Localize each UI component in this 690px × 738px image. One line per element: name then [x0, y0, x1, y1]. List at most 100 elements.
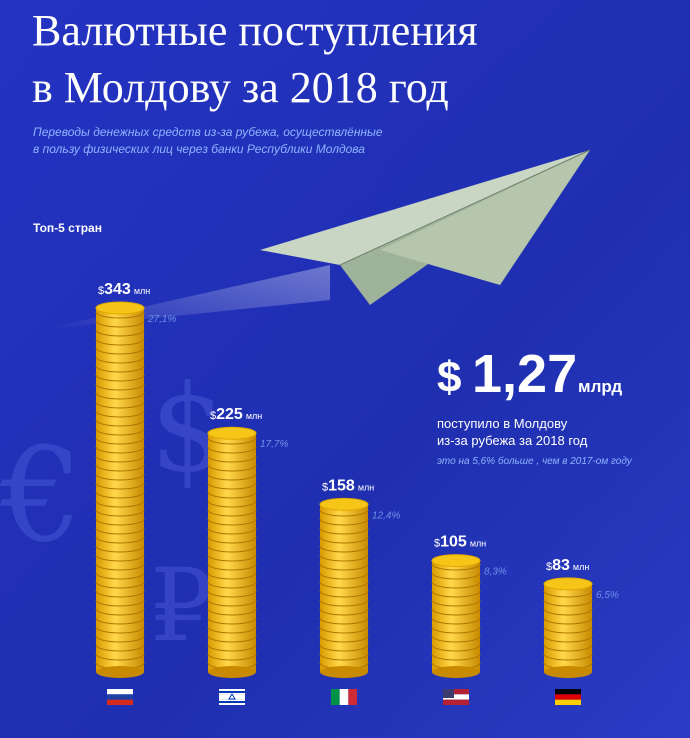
value-unit: млн — [573, 562, 589, 572]
value-unit: млн — [470, 539, 486, 549]
coin-edge — [543, 653, 593, 661]
coin-edge — [95, 608, 145, 616]
value-number: 343 — [104, 281, 131, 298]
coin-bottom — [544, 666, 592, 678]
coin-edge — [319, 509, 369, 517]
coin-edge — [95, 473, 145, 481]
flag — [555, 689, 581, 705]
stack-body — [208, 433, 256, 672]
coin-edge — [431, 653, 481, 661]
coin-edge — [95, 446, 145, 454]
stack-body — [544, 583, 592, 672]
plane-wing — [380, 150, 590, 285]
flag — [107, 689, 133, 705]
coin-edge — [431, 617, 481, 625]
coin-edge — [319, 536, 369, 544]
coin-edge — [95, 509, 145, 517]
total-note: это на 5,6% больше , чем в 2017-ом году — [437, 455, 633, 467]
flag-stripe — [219, 701, 245, 703]
coin-edge — [319, 608, 369, 616]
coin-edge — [95, 491, 145, 499]
coin-edge — [95, 635, 145, 643]
value-unit: млн — [246, 411, 262, 421]
coin-edge — [95, 437, 145, 445]
flag — [443, 689, 469, 705]
value-unit: млн — [134, 286, 150, 296]
value-number: 158 — [328, 477, 355, 494]
flag-stripe — [107, 689, 133, 695]
coin-edge — [319, 545, 369, 553]
coin-edge — [207, 599, 257, 607]
coin-edge — [207, 617, 257, 625]
value-label: $225 млн — [210, 406, 262, 423]
euro-symbol: € — [0, 419, 83, 571]
coin-edge — [319, 527, 369, 535]
coin-edge — [95, 581, 145, 589]
coin-edge — [95, 617, 145, 625]
coin-edge — [207, 482, 257, 490]
coin-bottom — [432, 666, 480, 678]
value-number: 225 — [216, 406, 243, 423]
plane-fold — [339, 149, 591, 266]
total-text: поступило в Молдову — [437, 416, 568, 431]
value-number: 83 — [552, 557, 570, 574]
value-label: $83 млн — [546, 557, 589, 574]
flag-stripe — [555, 689, 581, 695]
coin-edge — [207, 473, 257, 481]
coin-top — [431, 554, 481, 568]
coin-stack — [319, 497, 369, 678]
coin-edge — [319, 599, 369, 607]
coin-bottom — [208, 666, 256, 678]
flag-stripe — [107, 699, 133, 705]
coin-edge — [95, 527, 145, 535]
flag-stripe — [219, 694, 245, 700]
coin-edge — [95, 455, 145, 463]
flag-stripe — [339, 689, 349, 705]
coin-edge — [95, 401, 145, 409]
coin-edge — [207, 518, 257, 526]
group-label: Топ-5 стран — [33, 221, 102, 235]
coin-top — [543, 577, 593, 591]
coin-edge — [431, 581, 481, 589]
share-label: 6,5% — [596, 590, 619, 601]
coin-edge — [319, 644, 369, 652]
coin-edge — [95, 644, 145, 652]
coin-edge — [319, 563, 369, 571]
coin-edge — [319, 572, 369, 580]
coin-edge — [543, 626, 593, 634]
coin-edge — [95, 590, 145, 598]
coin-bottom — [96, 666, 144, 678]
coin-edge — [431, 608, 481, 616]
coin-top — [319, 497, 369, 511]
total-currency: $ — [437, 353, 461, 402]
share-label: 12,4% — [372, 510, 400, 521]
coin-edge — [207, 572, 257, 580]
subtitle-line: в пользу физических лиц через банки Респ… — [33, 142, 365, 156]
coin-edge — [431, 599, 481, 607]
coin-edge — [95, 653, 145, 661]
coin-edge — [207, 464, 257, 472]
coin-edge — [207, 554, 257, 562]
coin-edge — [207, 581, 257, 589]
coin-edge — [543, 635, 593, 643]
coin-edge — [543, 644, 593, 652]
subtitle-line: Переводы денежных средств из-за рубежа, … — [33, 125, 383, 139]
coin-edge — [431, 635, 481, 643]
coin-edge — [95, 320, 145, 328]
coin-edge — [207, 626, 257, 634]
coin-edge — [207, 446, 257, 454]
coin-edge — [95, 464, 145, 472]
coin-edge — [207, 455, 257, 463]
coin-edge — [95, 419, 145, 427]
ruble-symbol: ₽ — [150, 547, 214, 664]
coin-edge — [95, 374, 145, 382]
coin-edge — [207, 644, 257, 652]
coin-edge — [319, 518, 369, 526]
value-label: $343 млн — [98, 281, 150, 298]
coin-edge — [319, 617, 369, 625]
coin-edge — [95, 536, 145, 544]
flag-star — [228, 693, 236, 700]
coin-edge — [431, 590, 481, 598]
coin-edge — [543, 608, 593, 616]
flag-stripe — [331, 689, 340, 705]
